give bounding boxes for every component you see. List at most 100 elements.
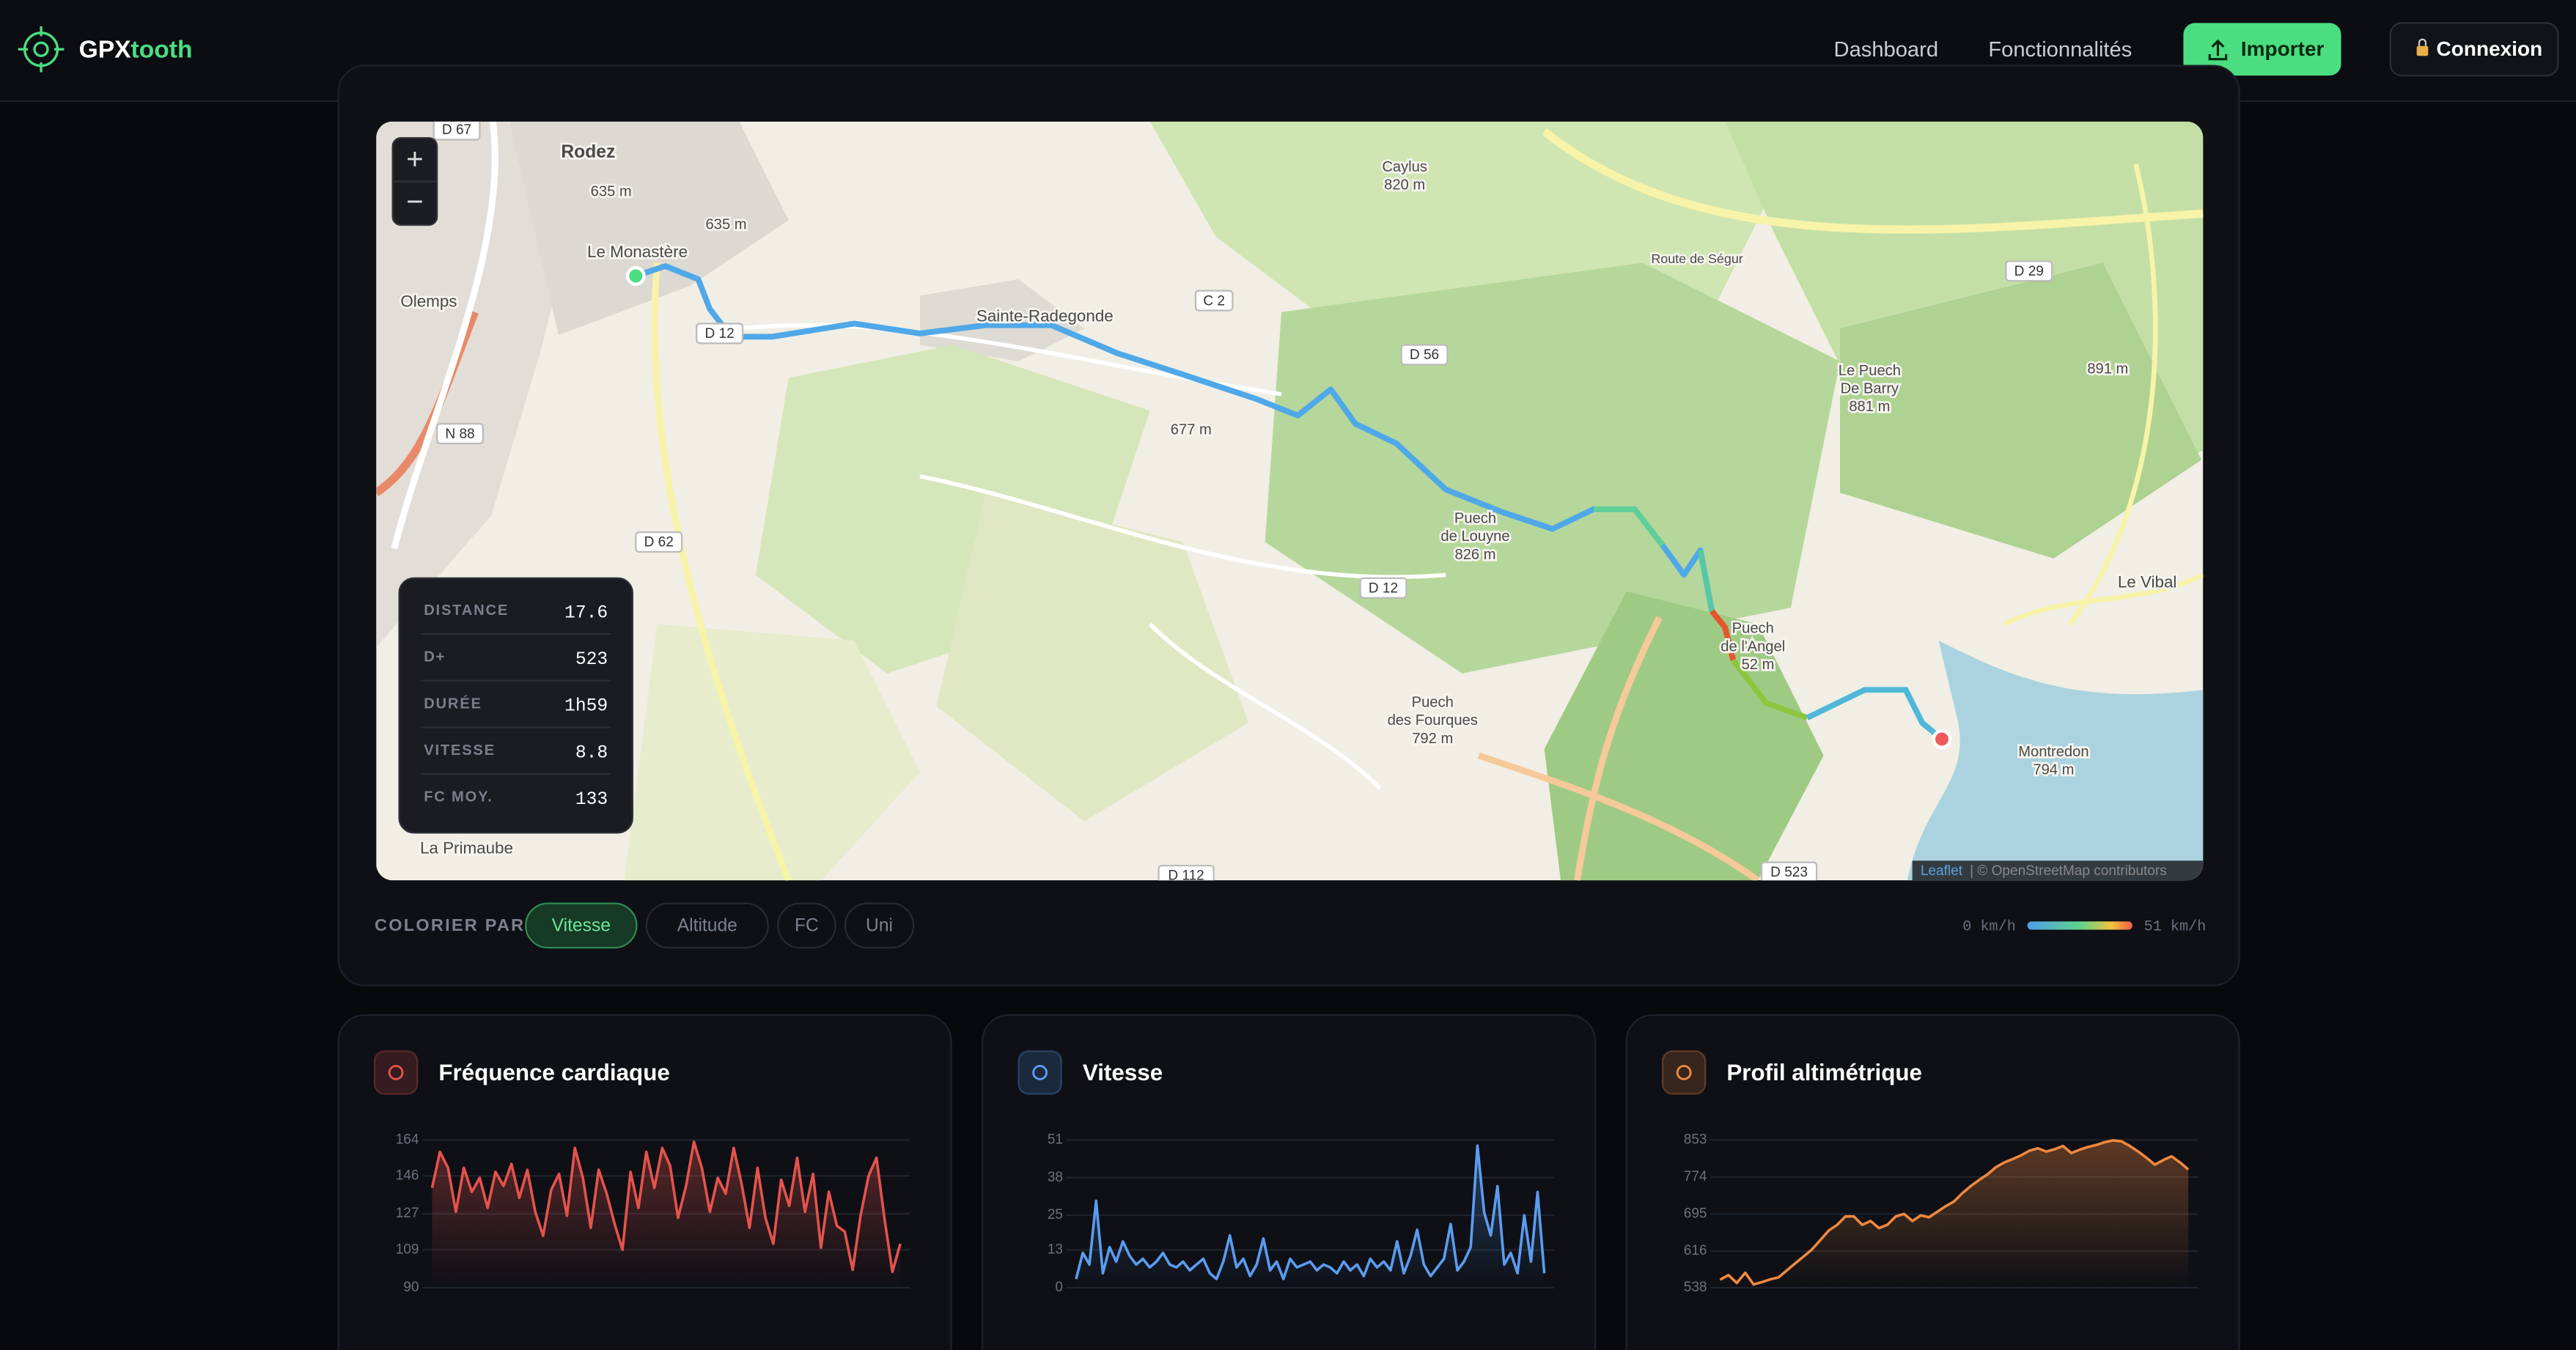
stat-value: 133: [575, 789, 608, 810]
place-label: La Primaube: [420, 839, 513, 857]
color-by-label: COLORIER PAR: [375, 915, 525, 934]
place-label: Puech: [1412, 695, 1454, 711]
road-shield: [2005, 260, 2053, 282]
color-option[interactable]: Uni: [844, 902, 915, 949]
stats-panel: [398, 577, 633, 834]
stat-label: FC MOY.: [424, 789, 493, 805]
chart-icon-bg: [1017, 1050, 1062, 1095]
place-label: 826 m: [1454, 547, 1495, 563]
place-label: Caylus: [1382, 159, 1427, 175]
place-label: 635 m: [591, 184, 632, 200]
brand-a: GPX: [79, 36, 132, 63]
area-fill: [1075, 1146, 1545, 1288]
road-shield: [696, 322, 744, 344]
y-tick-label: 13: [1048, 1242, 1063, 1258]
import-label: Importer: [2241, 37, 2325, 60]
stat-value: 523: [575, 649, 608, 670]
road-label: D 523: [1770, 865, 1808, 880]
brand-b: tooth: [131, 36, 193, 63]
place-label: Route de Ségur: [1651, 251, 1743, 266]
pill: [844, 902, 915, 949]
place-label: de Louyne: [1440, 528, 1509, 545]
chart-title: Fréquence cardiaque: [438, 1060, 669, 1085]
stat-value: 8.8: [575, 742, 608, 763]
y-tick-label: 695: [1684, 1206, 1707, 1222]
road-label: D 62: [644, 535, 674, 550]
stat-value: 17.6: [564, 602, 608, 623]
legend-gradient: [2027, 921, 2132, 930]
color-option[interactable]: Altitude: [645, 902, 769, 949]
road-label: D 12: [1369, 580, 1398, 596]
place-label: Le Puech: [1839, 363, 1901, 379]
legend-max: 51 km/h: [2144, 918, 2207, 935]
road-label: C 2: [1203, 293, 1225, 309]
place-label: Montredon: [2018, 744, 2089, 760]
y-tick-label: 853: [1684, 1132, 1707, 1147]
place-label: Olemps: [400, 292, 457, 310]
data-line: [430, 1140, 902, 1274]
place-label: de l'Angel: [1721, 638, 1785, 654]
y-tick-label: 146: [396, 1168, 419, 1183]
pill-label: FC: [795, 915, 819, 935]
login-label: Connexion: [2437, 37, 2543, 60]
y-tick-label: 616: [1684, 1243, 1707, 1258]
data-line: [1075, 1144, 1546, 1280]
login-button[interactable]: Connexion: [2389, 22, 2559, 77]
color-option[interactable]: FC: [777, 902, 836, 949]
stat-value: 1h59: [564, 696, 608, 717]
chart-icon-bg: [1661, 1050, 1707, 1095]
import-button[interactable]: Importer: [2183, 23, 2341, 76]
chart-icon-bg: [373, 1050, 419, 1095]
road-label: D 112: [1168, 868, 1204, 884]
zoom-out[interactable]: −: [406, 185, 424, 218]
place-label: Puech: [1732, 621, 1774, 637]
chart-icon: [1676, 1065, 1692, 1080]
y-tick-label: 164: [396, 1132, 419, 1147]
y-tick-label: 90: [403, 1280, 419, 1295]
zoom-in[interactable]: +: [406, 141, 424, 175]
pill-label: Altitude: [677, 915, 737, 935]
road-label: D 29: [2014, 264, 2044, 279]
chart-title: Vitesse: [1083, 1060, 1163, 1085]
stat-label: VITESSE: [424, 742, 496, 759]
road-shield: [635, 531, 683, 553]
pill: [525, 902, 638, 949]
pill-label: Vitesse: [552, 915, 611, 935]
pill: [645, 902, 769, 949]
brand: GPXtooth: [79, 36, 193, 63]
stat-label: DURÉE: [424, 695, 482, 712]
color-option[interactable]: Vitesse: [525, 902, 638, 949]
y-tick-label: 0: [1055, 1280, 1063, 1295]
y-tick-label: 38: [1048, 1170, 1063, 1185]
y-tick-label: 538: [1684, 1280, 1707, 1295]
stat-label: D+: [424, 649, 446, 665]
pill-label: Uni: [866, 915, 893, 935]
chart-icon: [388, 1065, 404, 1080]
attribution-link[interactable]: Leaflet: [1921, 863, 1963, 879]
road-label: D 56: [1410, 347, 1439, 363]
attribution: | © OpenStreetMap contributors: [1970, 863, 2167, 879]
place-label: 794 m: [2033, 761, 2074, 778]
legend-min: 0 km/h: [1962, 918, 2016, 935]
data-line: [1719, 1139, 2190, 1286]
place-label: Rodez: [561, 142, 615, 162]
y-tick-label: 109: [396, 1242, 419, 1257]
place-label: Le Vibal: [2118, 573, 2177, 591]
y-tick-label: 127: [396, 1206, 419, 1221]
stat-label: DISTANCE: [424, 602, 509, 619]
place-label: Puech: [1454, 511, 1496, 527]
road-shield: [1760, 861, 1818, 881]
road-shield: [1359, 577, 1407, 599]
place-label: 820 m: [1384, 177, 1425, 193]
nav-link[interactable]: Dashboard: [1834, 38, 1938, 62]
map[interactable]: Rodez 635 m 635 m Le Monastère Olemps Sainte-…: [376, 120, 2204, 885]
y-tick-label: 25: [1048, 1207, 1063, 1222]
road-shield: [1158, 864, 1215, 881]
nav-link[interactable]: Fonctionnalités: [1988, 38, 2132, 62]
place-label: 677 m: [1171, 421, 1212, 438]
logo-icon: [18, 26, 65, 73]
place-label: 881 m: [1849, 399, 1890, 415]
place-label: Le Monastère: [587, 243, 688, 261]
